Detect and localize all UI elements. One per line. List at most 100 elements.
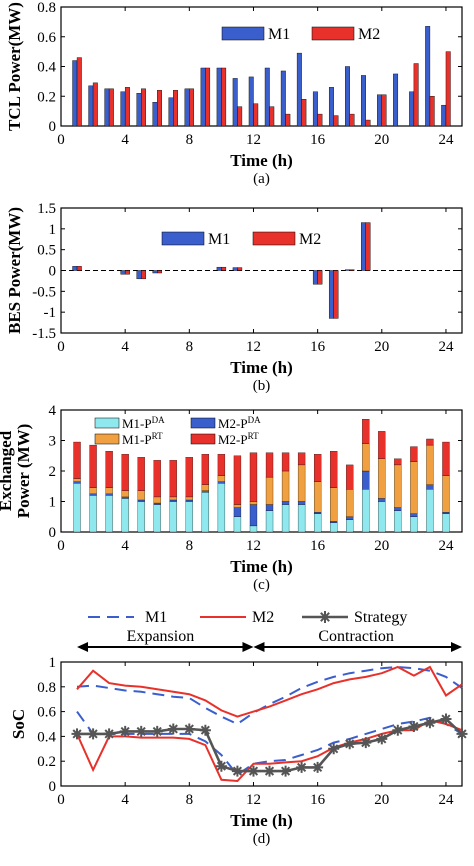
- bar-m2: [108, 88, 114, 127]
- bar-segment-m2-prt: [233, 455, 242, 505]
- bar-m2: [285, 113, 291, 127]
- bar-m1: [409, 91, 415, 127]
- expansion-arrow-head-right: [242, 642, 254, 652]
- bar-segment-m1-pda: [137, 501, 145, 533]
- legend-label-m2: M2: [299, 231, 321, 248]
- bar-m2: [301, 99, 307, 127]
- strategy-marker: [408, 720, 420, 733]
- bar-segment-m2-pda: [217, 481, 226, 484]
- bar-segment-m1-pda: [265, 510, 274, 533]
- strategy-marker: [71, 728, 83, 740]
- bar-segment-m1-prt: [89, 487, 97, 495]
- y-tick-label: 0: [49, 264, 57, 280]
- expansion-arrow-head-left: [77, 642, 89, 652]
- y-tick-label: 0.6: [37, 30, 56, 46]
- bar-segment-m2-pda: [89, 493, 97, 496]
- bar-m1: [312, 270, 318, 285]
- bar-segment-m1-pda: [378, 501, 386, 533]
- strategy-marker: [263, 765, 276, 777]
- bar-m1: [200, 67, 206, 127]
- bar-m1: [361, 222, 366, 271]
- y-tick-label: -1.5: [32, 326, 56, 342]
- y-axis-title: BES Power(MW): [5, 207, 24, 334]
- x-tick-label: 0: [57, 792, 65, 808]
- bar-segment-m2-prt: [330, 451, 338, 488]
- bar-segment-m1-prt: [249, 501, 258, 505]
- y-tick-label: 1: [49, 222, 57, 238]
- bar-segment-m1-pda: [185, 501, 193, 533]
- bar-m2: [333, 270, 339, 319]
- x-tick-label: 0: [57, 339, 65, 355]
- x-axis-title: Time (h): [230, 557, 293, 576]
- bar-m1: [264, 67, 270, 127]
- bar-segment-m2-pda: [378, 498, 386, 502]
- strategy-marker: [119, 725, 131, 737]
- y-tick-label: 1: [49, 495, 57, 511]
- bar-segment-m2-pda: [442, 512, 450, 514]
- bar-m1: [72, 266, 78, 271]
- bar-m1: [232, 78, 238, 127]
- legend-marker-strategy: [319, 611, 331, 623]
- bar-segment-m2-pda: [201, 490, 210, 493]
- bar-m1: [72, 60, 78, 127]
- panel-d: 0 4 8 12 16 20 24 0 0.2 0.4 0.6 0.8 1 Time (h)(d) SoC M…: [9, 609, 468, 847]
- bar-segment-m2-pda: [121, 496, 129, 499]
- legend-swatch-m2: [311, 26, 355, 41]
- y-tick-label: 1: [49, 655, 57, 671]
- bar-segment-m1-prt: [297, 464, 306, 502]
- y-tick-label: -1: [44, 305, 57, 321]
- strategy-marker: [296, 761, 308, 773]
- legend-swatch-m1: [161, 231, 205, 246]
- strategy-marker: [199, 724, 211, 736]
- plot-frame: [60, 661, 463, 787]
- legend-swatch-m1: [221, 26, 265, 41]
- strategy-marker: [247, 765, 260, 777]
- legend-label: M2-PRT: [218, 431, 259, 447]
- x-tick-label: 20: [374, 339, 389, 355]
- bar-segment-m1-prt: [442, 475, 450, 513]
- y-tick-label: -0.5: [32, 284, 56, 300]
- bar-segment-m2-pda: [394, 507, 402, 511]
- panel-caption: (a): [253, 171, 270, 187]
- legend-swatch: [94, 433, 120, 445]
- bar-segment-m1-prt: [201, 484, 210, 491]
- y-tick-label: 1.5: [37, 201, 56, 217]
- y-axis-title: SoC: [9, 709, 28, 739]
- legend-label-m2: M2: [252, 609, 274, 626]
- bar-m2: [76, 266, 82, 271]
- bar-m1: [328, 270, 334, 319]
- bar-segment-m2-prt: [297, 452, 306, 466]
- bar-m1: [88, 85, 94, 127]
- bar-m2: [413, 63, 419, 127]
- bar-m2: [349, 269, 355, 271]
- bar-m2: [365, 119, 371, 127]
- legend-swatch-m2: [252, 231, 296, 246]
- bar-m2: [157, 270, 162, 274]
- bar-segment-m1-pda: [73, 483, 81, 533]
- bar-m2: [76, 57, 82, 127]
- bar-segment-m1-prt: [410, 461, 418, 514]
- legend-label-strategy: Strategy: [354, 609, 407, 626]
- y-tick-label: 0.8: [37, 0, 56, 16]
- bar-m2: [365, 222, 371, 271]
- bar-segment-m2-prt: [73, 441, 81, 479]
- bar-segment-m2-pda: [313, 512, 322, 514]
- strategy-marker: [312, 761, 324, 773]
- bar-segment-m2-pda: [73, 481, 81, 484]
- bar-segment-m1-pda: [201, 492, 210, 533]
- bar-segment-m2-prt: [410, 446, 418, 463]
- bar-segment-m2-pda: [249, 504, 258, 527]
- bar-m1: [312, 91, 318, 127]
- bar-m1: [168, 97, 174, 127]
- bar-segment-m1-pda: [249, 525, 258, 533]
- x-tick-label: 12: [246, 538, 261, 554]
- y-tick-label: 0.2: [37, 89, 56, 105]
- bar-segment-m2-prt: [201, 454, 210, 485]
- bar-segment-m1-pda: [105, 495, 113, 533]
- panel-caption: (b): [253, 378, 271, 394]
- x-tick-label: 16: [310, 132, 326, 148]
- y-tick-label: 0: [49, 525, 57, 541]
- series-line-m2: [76, 665, 463, 718]
